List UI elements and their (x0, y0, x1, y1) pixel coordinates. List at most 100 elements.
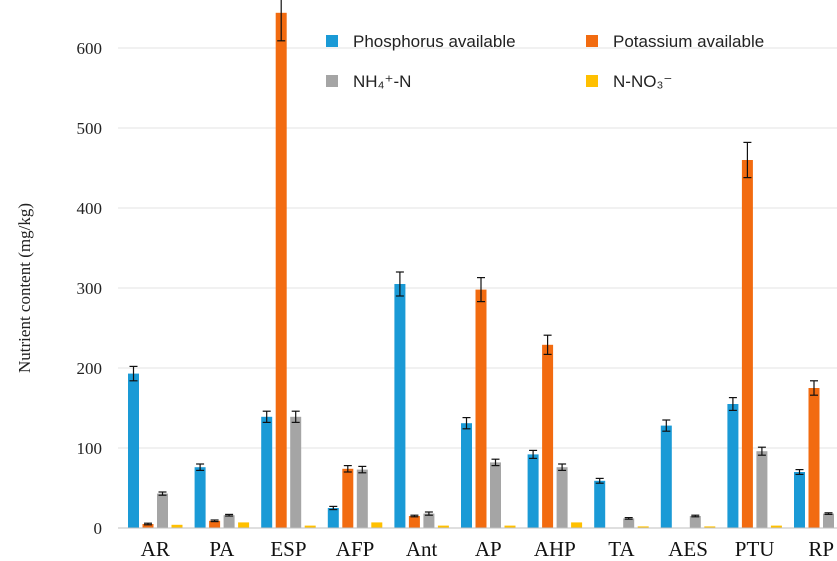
bar (238, 522, 250, 528)
bar (756, 451, 768, 528)
bar (142, 524, 154, 528)
bar (261, 416, 273, 528)
x-tick-label: Ant (406, 537, 438, 561)
error-bar (462, 417, 471, 430)
bar (394, 284, 406, 528)
bar (475, 289, 487, 528)
bar (823, 513, 834, 528)
error-bar (543, 334, 552, 355)
y-tick-label: 400 (77, 199, 103, 218)
legend: Phosphorus available Potassium available N… (326, 32, 764, 91)
bar (371, 522, 383, 528)
bar (527, 454, 539, 528)
bars (128, 12, 834, 529)
legend-swatch (326, 75, 338, 87)
error-bar (277, 0, 286, 42)
bar (542, 344, 554, 528)
y-tick-label: 500 (77, 119, 103, 138)
x-axis-category-labels: AR PA ESP AFP Ant AP AHP TA AES PTU RP (141, 537, 834, 561)
bar (808, 388, 820, 528)
legend-label: NH₄⁺-N (353, 72, 411, 91)
bar (623, 518, 635, 528)
bar (437, 525, 449, 528)
error-bar (424, 511, 433, 516)
y-tick-label: 0 (94, 519, 103, 538)
bar (209, 520, 221, 528)
bar (571, 522, 583, 528)
legend-swatch (586, 75, 598, 87)
legend-label: Phosphorus available (353, 32, 516, 51)
error-bar (262, 410, 271, 423)
bar (423, 513, 435, 528)
error-bar (824, 512, 833, 516)
error-bar (210, 519, 219, 523)
bar (275, 12, 287, 529)
bar (637, 526, 649, 528)
y-tick-label: 200 (77, 359, 103, 378)
legend-item: NH₄⁺-N (326, 72, 411, 91)
y-axis-title: Nutrient content (mg/kg) (15, 203, 34, 373)
error-bar (795, 469, 804, 475)
bar (356, 469, 368, 528)
error-bar (329, 505, 338, 511)
x-tick-label: PTU (735, 537, 775, 561)
bar (741, 160, 753, 528)
bar (171, 524, 183, 528)
bar (794, 472, 805, 528)
legend-item: Phosphorus available (326, 32, 516, 51)
x-tick-label: RP (808, 537, 834, 561)
bar (342, 468, 354, 528)
legend-label: Potassium available (613, 32, 764, 51)
error-bar (410, 514, 419, 518)
bar (504, 525, 516, 528)
x-tick-label: TA (608, 537, 635, 561)
error-bar (624, 516, 633, 520)
error-bar (129, 365, 138, 382)
x-tick-label: PA (209, 537, 235, 561)
bar (223, 515, 235, 528)
error-bar (225, 513, 234, 517)
error-bar (291, 410, 300, 423)
bar (727, 404, 739, 528)
error-bars (129, 0, 833, 526)
bar (304, 525, 316, 528)
error-bar (662, 419, 671, 432)
error-bar (743, 141, 752, 179)
error-bar (728, 397, 737, 411)
bar (660, 425, 672, 528)
error-bar (558, 463, 567, 471)
error-bar (757, 446, 766, 456)
x-tick-label: AP (475, 537, 502, 561)
bar (408, 516, 420, 528)
legend-item: N-NO₃⁻ (586, 72, 672, 91)
error-bar (144, 522, 152, 526)
error-bar (158, 491, 167, 496)
error-bar (477, 277, 485, 303)
error-bar (595, 477, 604, 484)
legend-label: N-NO₃⁻ (613, 72, 672, 91)
bar (194, 467, 206, 528)
y-axis-ticks: 0 100 200 300 400 500 600 (77, 39, 103, 538)
error-bar (196, 463, 205, 471)
error-bar (343, 465, 352, 473)
bar (461, 423, 472, 528)
bar (594, 480, 606, 528)
error-bar (395, 271, 404, 297)
legend-item: Potassium available (586, 32, 764, 51)
x-tick-label: AES (668, 537, 708, 561)
error-bar (810, 380, 818, 396)
y-tick-label: 300 (77, 279, 103, 298)
bar (327, 508, 339, 528)
error-bar (491, 458, 500, 467)
bar (704, 526, 716, 528)
bar (556, 467, 568, 528)
x-tick-label: AHP (534, 537, 576, 561)
error-bar (529, 449, 538, 459)
bar (290, 416, 302, 528)
bar (770, 525, 782, 528)
y-tick-label: 600 (77, 39, 103, 58)
bar (157, 493, 168, 528)
bar (490, 462, 501, 528)
gridlines (118, 47, 837, 449)
